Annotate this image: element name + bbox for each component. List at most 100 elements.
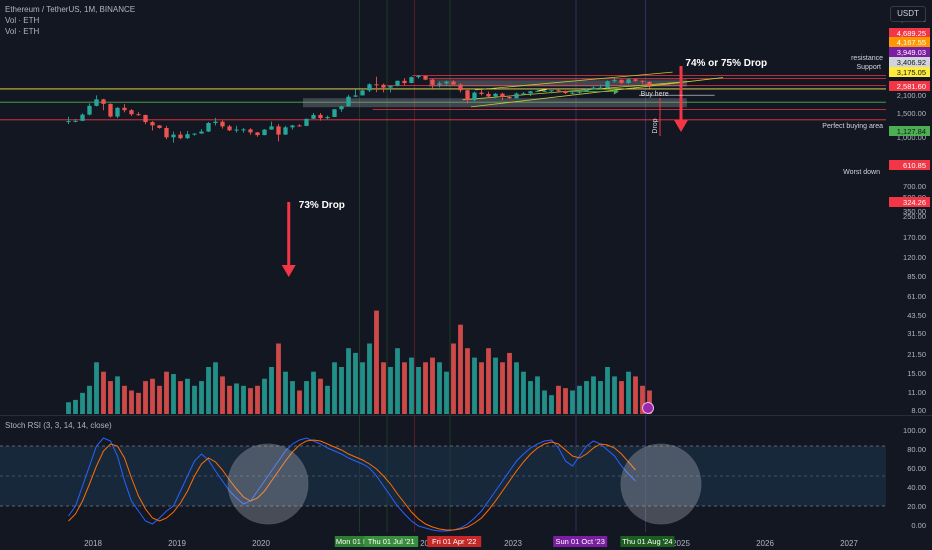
volume-bar (521, 371, 526, 414)
candle (115, 107, 120, 119)
svg-text:324.26: 324.26 (903, 198, 926, 207)
candle (80, 113, 85, 122)
candle (619, 79, 624, 84)
candle (311, 113, 316, 120)
candle (206, 121, 211, 133)
volume-bar (542, 390, 547, 414)
x-tick-label: 2018 (84, 539, 102, 548)
candle (255, 132, 260, 137)
volume-bar (605, 367, 610, 414)
candle (486, 91, 491, 98)
candle (388, 85, 393, 93)
x-tick-label: 2027 (840, 539, 858, 548)
volume-bar (360, 362, 365, 414)
candle (262, 129, 267, 136)
y-tick-label: 15.00 (907, 369, 926, 378)
candle (276, 124, 281, 142)
candle (367, 83, 372, 92)
volume-bar (101, 371, 106, 414)
candle (87, 103, 92, 116)
candle (374, 76, 379, 93)
candle (591, 86, 596, 90)
candle (339, 105, 344, 112)
candle (304, 118, 309, 127)
candle (493, 92, 498, 99)
svg-text:Sun 01 Oct '23: Sun 01 Oct '23 (556, 537, 605, 546)
volume-bar (556, 385, 561, 414)
volume-bar (157, 385, 162, 414)
rsi-tick-label: 0.00 (911, 521, 926, 530)
candle (430, 78, 435, 89)
volume-bar (297, 390, 302, 414)
rsi-tick-label: 80.00 (907, 445, 926, 454)
candle (563, 90, 568, 94)
volume-bar (640, 385, 645, 414)
volume-bar (507, 352, 512, 414)
candle (199, 129, 204, 134)
volume-bar (430, 357, 435, 414)
volume-bar (633, 376, 638, 414)
volume-bar (493, 357, 498, 414)
candle (129, 109, 134, 116)
volume-bar (220, 376, 225, 414)
svg-text:610.85: 610.85 (903, 161, 926, 170)
currency-button[interactable]: USDT (890, 6, 926, 22)
volume-bar (171, 374, 176, 414)
candle (353, 89, 358, 97)
svg-text:4,689.25: 4,689.25 (897, 29, 926, 38)
annotation-label: Support (856, 64, 881, 71)
flag-icon[interactable] (642, 402, 654, 414)
volume-bar (367, 343, 372, 414)
candle (178, 131, 183, 140)
y-tick-label: 250.00 (903, 212, 926, 221)
volume-bar (283, 371, 288, 414)
y-tick-label: 11.00 (908, 388, 926, 397)
svg-text:3,949.03: 3,949.03 (897, 48, 926, 57)
volume-bar (465, 348, 470, 414)
svg-text:3,406.92: 3,406.92 (897, 58, 926, 67)
candle (535, 88, 540, 92)
candle (542, 90, 547, 92)
volume-legend-1: Vol · ETH (5, 16, 40, 25)
stoch-rsi-title: Stoch RSI (3, 3, 14, 14, close) (5, 421, 112, 430)
symbol-title: Ethereum / TetherUS, 1M, BINANCE (5, 5, 136, 14)
candle (185, 131, 190, 139)
channel-line (475, 71, 673, 91)
price-badge: 4,167.55 (889, 37, 930, 47)
volume-bar (255, 385, 260, 414)
y-tick-label: 31.50 (907, 329, 926, 338)
volume-bar (276, 343, 281, 414)
y-tick-label: 85.00 (907, 272, 926, 281)
volume-bar (619, 381, 624, 414)
volume-bar (598, 381, 603, 414)
highlight-circle (227, 443, 309, 525)
candle (136, 112, 141, 116)
volume-bar (563, 388, 568, 414)
volume-bar (423, 362, 428, 414)
volume-bar (108, 381, 113, 414)
candle (500, 92, 505, 101)
volume-bar (143, 381, 148, 414)
volume-bar (185, 378, 190, 414)
volume-bar (262, 378, 267, 414)
y-tick-label: 1,000.00 (897, 133, 926, 142)
buy-arrow-head (613, 88, 619, 95)
volume-bar (192, 385, 197, 414)
candle (584, 88, 589, 92)
candle (612, 77, 617, 83)
candle (640, 80, 645, 85)
candle (283, 125, 288, 135)
volume-bar (528, 381, 533, 414)
volume-bar (241, 385, 246, 414)
candle (297, 124, 302, 127)
candle (444, 80, 449, 87)
stoch-rsi-k-line (68, 437, 636, 532)
volume-bar (388, 367, 393, 414)
volume-bar (381, 362, 386, 414)
volume-bar (311, 371, 316, 414)
candle (248, 128, 253, 135)
candle (598, 84, 603, 89)
candle (633, 78, 638, 82)
volume-bar (577, 385, 582, 414)
candle (507, 96, 512, 99)
